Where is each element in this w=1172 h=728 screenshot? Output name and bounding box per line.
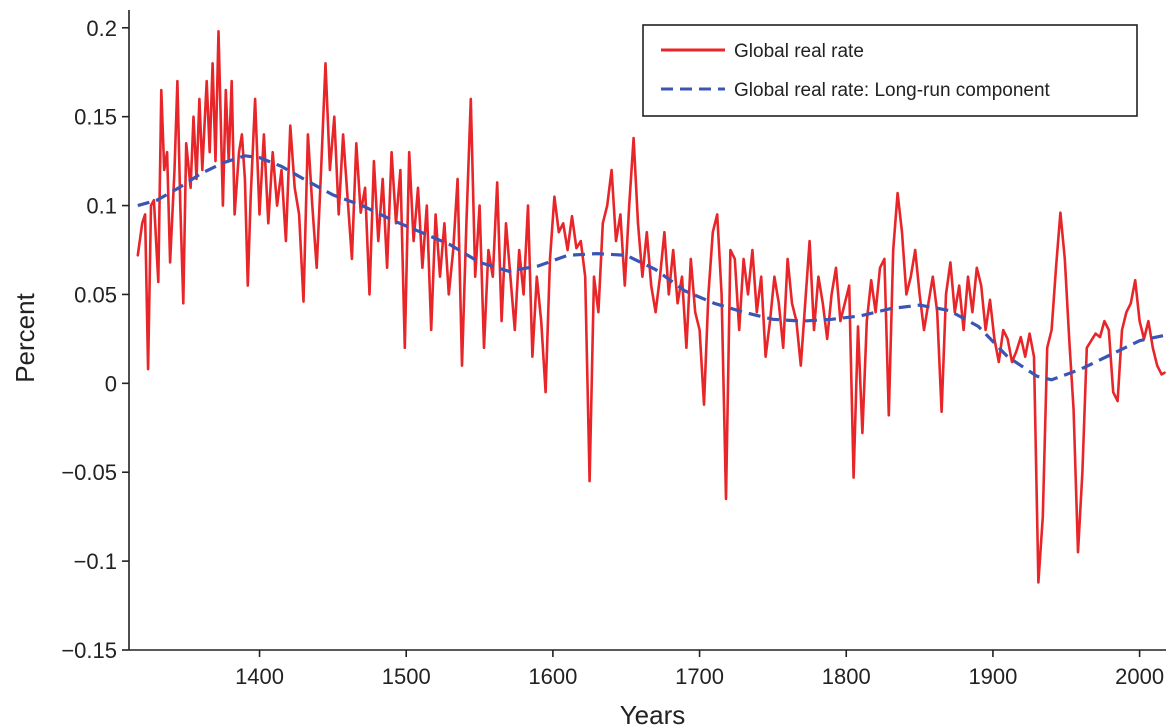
- y-tick-label: 0: [105, 371, 117, 396]
- x-tick-label: 1400: [235, 664, 284, 689]
- x-tick-label: 1700: [675, 664, 724, 689]
- y-tick-label: 0.1: [86, 194, 117, 219]
- series-layer: [136, 29, 1166, 584]
- plot-area: [136, 29, 1166, 584]
- x-ticks: 1400 1500 1600 1700 1800 1900 2000: [235, 650, 1164, 689]
- x-tick-label: 1800: [822, 664, 871, 689]
- legend-box: [642, 24, 1138, 117]
- x-tick-label: 1500: [382, 664, 431, 689]
- x-tick-label: 1900: [968, 664, 1017, 689]
- series-line-global-real-rate: [136, 29, 1166, 584]
- y-tick-label: 0.2: [86, 16, 117, 41]
- y-tick-label: −0.15: [61, 638, 117, 663]
- x-tick-label: 1600: [528, 664, 577, 689]
- series-line-long-run-component: [137, 154, 1165, 382]
- y-tick-label: −0.05: [61, 460, 117, 485]
- legend-label-long-run-component: Global real rate: Long-run component: [734, 80, 1051, 101]
- x-axis-title: Years: [620, 700, 686, 728]
- axes: 0.2 0.15 0.1 0.05 0 −0.05 −0.1 −0.15 1400 1500 16…: [61, 10, 1166, 689]
- legend-label-global-real-rate: Global real rate: [734, 41, 864, 62]
- y-tick-label: −0.1: [74, 549, 117, 574]
- x-tick-label: 2000: [1115, 664, 1164, 689]
- legend: Global real rate Global real rate: Long-…: [642, 24, 1138, 117]
- y-tick-label: 0.05: [74, 282, 117, 307]
- y-axis-title: Percent: [10, 292, 40, 382]
- y-ticks: 0.2 0.15 0.1 0.05 0 −0.05 −0.1 −0.15: [61, 16, 129, 663]
- y-tick-label: 0.15: [74, 105, 117, 130]
